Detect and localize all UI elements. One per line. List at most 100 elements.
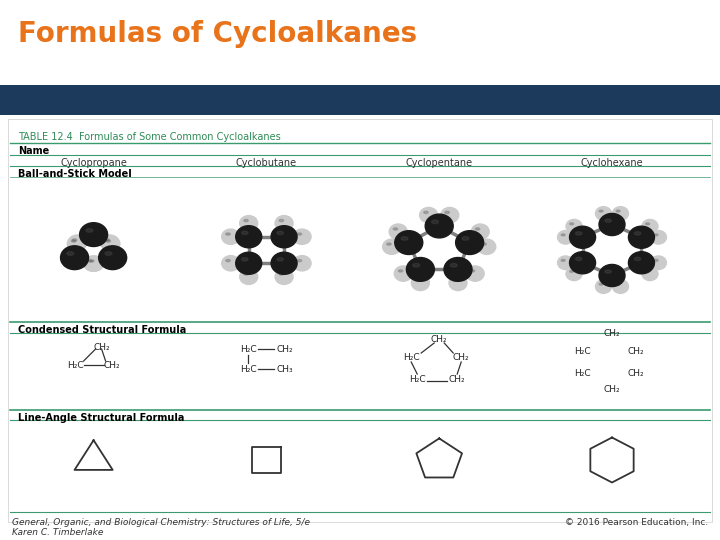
Text: H₂C: H₂C <box>574 347 590 355</box>
Ellipse shape <box>570 223 574 225</box>
Ellipse shape <box>575 232 582 235</box>
Ellipse shape <box>244 219 248 222</box>
Text: H₂C: H₂C <box>67 361 84 369</box>
Ellipse shape <box>575 257 582 260</box>
Ellipse shape <box>277 231 284 234</box>
Text: Line-Angle Structural Formula: Line-Angle Structural Formula <box>18 413 184 423</box>
Ellipse shape <box>629 252 654 274</box>
Text: CH₂: CH₂ <box>431 334 448 343</box>
Ellipse shape <box>654 259 658 261</box>
Ellipse shape <box>390 224 408 239</box>
Ellipse shape <box>242 231 248 234</box>
Text: CH₂: CH₂ <box>628 368 644 377</box>
Ellipse shape <box>557 256 574 269</box>
Text: Cyclobutane: Cyclobutane <box>236 158 297 168</box>
Ellipse shape <box>646 271 649 273</box>
Ellipse shape <box>235 226 262 248</box>
Text: Cyclopropane: Cyclopropane <box>60 158 127 168</box>
Text: General, Organic, and Biological Chemistry: Structures of Life, 5/e
Karen C. Tim: General, Organic, and Biological Chemist… <box>12 518 310 537</box>
Ellipse shape <box>240 215 258 231</box>
Ellipse shape <box>86 228 93 232</box>
Text: H₂C: H₂C <box>409 375 426 383</box>
Ellipse shape <box>629 226 654 248</box>
Ellipse shape <box>271 226 297 248</box>
Ellipse shape <box>226 233 230 235</box>
Ellipse shape <box>67 252 74 255</box>
Text: CH₃: CH₃ <box>276 364 293 374</box>
Ellipse shape <box>105 239 109 241</box>
Text: CH₂: CH₂ <box>276 345 293 354</box>
Text: CH₂: CH₂ <box>603 384 621 394</box>
Ellipse shape <box>482 243 486 245</box>
Ellipse shape <box>613 207 629 220</box>
Ellipse shape <box>475 228 480 230</box>
Ellipse shape <box>599 213 625 235</box>
Ellipse shape <box>570 226 595 248</box>
Ellipse shape <box>566 219 582 233</box>
Ellipse shape <box>599 265 625 287</box>
Ellipse shape <box>570 252 595 274</box>
Ellipse shape <box>462 237 469 240</box>
Text: Name: Name <box>18 146 49 156</box>
Ellipse shape <box>599 210 603 212</box>
Ellipse shape <box>105 252 112 255</box>
Ellipse shape <box>642 219 658 233</box>
Text: H₂C: H₂C <box>403 353 420 361</box>
Ellipse shape <box>449 275 467 291</box>
Ellipse shape <box>86 256 104 271</box>
Ellipse shape <box>431 220 438 224</box>
Ellipse shape <box>646 223 649 225</box>
Ellipse shape <box>466 266 484 281</box>
Ellipse shape <box>297 233 302 235</box>
Ellipse shape <box>271 252 297 274</box>
Ellipse shape <box>599 283 603 285</box>
Ellipse shape <box>570 271 574 273</box>
Ellipse shape <box>106 240 110 242</box>
Text: CH₂: CH₂ <box>628 347 644 355</box>
Ellipse shape <box>393 228 397 230</box>
Ellipse shape <box>456 231 484 254</box>
Ellipse shape <box>275 269 293 285</box>
Ellipse shape <box>441 207 459 222</box>
Text: CH₂: CH₂ <box>453 353 469 361</box>
Ellipse shape <box>595 207 611 220</box>
Ellipse shape <box>478 239 496 254</box>
Ellipse shape <box>387 243 391 245</box>
Ellipse shape <box>415 279 420 281</box>
Ellipse shape <box>444 258 472 281</box>
Ellipse shape <box>244 273 248 275</box>
Ellipse shape <box>450 264 457 267</box>
Ellipse shape <box>642 267 658 281</box>
Text: CH₂: CH₂ <box>603 328 621 338</box>
Text: Condensed Structural Formula: Condensed Structural Formula <box>18 325 186 335</box>
Ellipse shape <box>242 258 248 261</box>
Ellipse shape <box>89 260 94 262</box>
Ellipse shape <box>557 231 574 244</box>
Ellipse shape <box>561 234 565 236</box>
Ellipse shape <box>616 210 620 212</box>
Text: H₂C: H₂C <box>240 364 257 374</box>
Ellipse shape <box>297 259 302 262</box>
Ellipse shape <box>471 224 489 239</box>
Text: Ball-and-Stick Model: Ball-and-Stick Model <box>18 169 132 179</box>
Text: TABLE 12.4  Formulas of Some Common Cycloalkanes: TABLE 12.4 Formulas of Some Common Cyclo… <box>18 132 281 142</box>
Ellipse shape <box>650 231 667 244</box>
Ellipse shape <box>235 252 262 274</box>
Ellipse shape <box>395 231 423 254</box>
Ellipse shape <box>411 275 429 291</box>
Ellipse shape <box>99 246 127 269</box>
Ellipse shape <box>413 264 420 267</box>
Ellipse shape <box>72 239 77 241</box>
Text: © 2016 Pearson Education, Inc.: © 2016 Pearson Education, Inc. <box>564 518 708 527</box>
Ellipse shape <box>293 229 311 245</box>
Text: H₂C: H₂C <box>240 345 257 354</box>
Ellipse shape <box>84 256 102 271</box>
Ellipse shape <box>613 280 629 293</box>
Ellipse shape <box>426 214 453 238</box>
Text: Cyclohexane: Cyclohexane <box>581 158 643 168</box>
Bar <box>8 119 712 522</box>
Ellipse shape <box>240 269 258 285</box>
Ellipse shape <box>654 234 658 236</box>
Ellipse shape <box>561 259 565 261</box>
Text: H₂C: H₂C <box>574 368 590 377</box>
